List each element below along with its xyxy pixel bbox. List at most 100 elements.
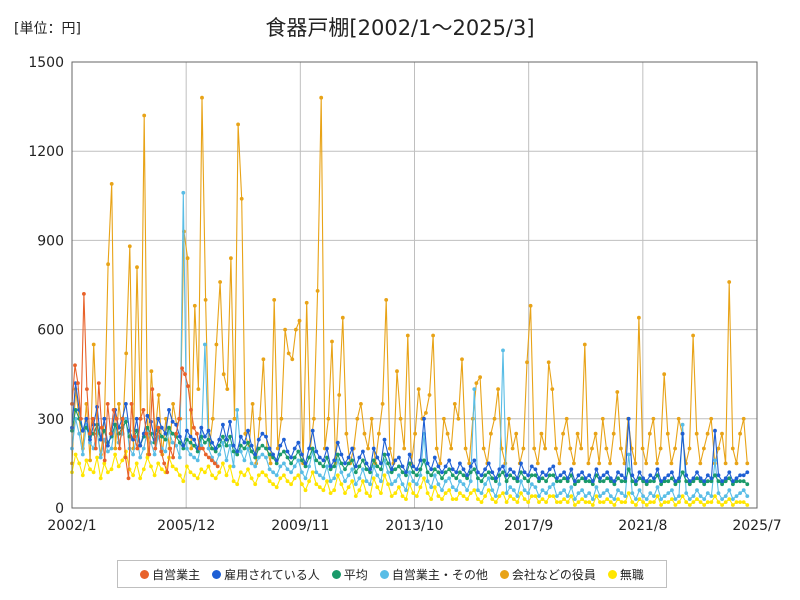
data-point <box>623 500 628 504</box>
data-point <box>203 298 208 302</box>
data-point <box>156 425 161 430</box>
data-point <box>497 494 502 498</box>
data-point <box>393 479 398 484</box>
data-point <box>698 494 703 498</box>
data-point <box>633 461 638 466</box>
data-point <box>662 476 667 481</box>
data-point <box>463 446 468 451</box>
data-point <box>576 500 581 504</box>
data-point <box>533 467 538 472</box>
data-point <box>246 428 250 433</box>
data-point <box>731 497 735 501</box>
data-point <box>307 479 311 484</box>
data-point <box>88 437 92 442</box>
data-point <box>619 491 624 495</box>
data-point <box>472 458 477 463</box>
data-point <box>113 452 117 457</box>
data-point <box>702 482 707 487</box>
data-point <box>195 449 200 454</box>
data-point <box>174 467 179 472</box>
data-point <box>217 437 222 442</box>
data-point <box>260 443 265 448</box>
data-point <box>698 461 703 466</box>
data-point <box>272 298 277 302</box>
legend-item: 平均 <box>331 566 368 583</box>
data-point <box>695 476 699 481</box>
data-point <box>568 446 573 451</box>
data-point <box>400 464 405 469</box>
data-point <box>199 467 204 472</box>
data-point <box>424 411 428 415</box>
data-point <box>170 419 175 424</box>
data-point <box>73 363 77 368</box>
data-point <box>382 473 387 478</box>
data-point <box>317 455 322 460</box>
data-point <box>371 476 376 481</box>
data-point <box>332 458 337 463</box>
data-point <box>490 497 495 501</box>
data-point <box>569 485 574 490</box>
data-point <box>550 387 555 391</box>
data-point <box>142 113 147 118</box>
data-point <box>375 464 380 469</box>
data-point <box>673 503 678 507</box>
data-point <box>310 446 315 451</box>
data-point <box>124 419 128 424</box>
data-point <box>152 452 157 457</box>
data-point <box>217 470 222 475</box>
data-point <box>544 491 548 495</box>
data-point <box>177 473 182 478</box>
data-point <box>368 467 372 472</box>
data-point <box>611 431 616 436</box>
data-point <box>665 431 670 436</box>
data-point <box>188 470 193 475</box>
data-point <box>256 446 261 451</box>
data-point <box>490 488 495 493</box>
data-point <box>343 479 347 484</box>
data-point <box>232 416 237 421</box>
data-point <box>626 452 631 457</box>
data-point <box>522 470 527 475</box>
data-point <box>397 473 401 478</box>
data-point <box>79 416 83 421</box>
data-point <box>666 491 671 495</box>
data-point <box>218 280 223 284</box>
data-point <box>637 488 642 493</box>
data-point <box>486 476 491 481</box>
data-point <box>186 384 190 388</box>
data-point <box>91 470 96 475</box>
data-point <box>185 464 189 469</box>
data-point <box>551 494 556 498</box>
data-point <box>267 479 272 484</box>
data-point <box>637 476 642 481</box>
series-line <box>71 293 219 479</box>
data-point <box>429 497 434 501</box>
data-point <box>382 452 387 457</box>
data-point <box>195 458 200 463</box>
data-point <box>547 485 552 490</box>
data-point <box>203 342 207 347</box>
data-point <box>215 464 220 469</box>
data-point <box>332 464 337 469</box>
data-point <box>296 473 301 478</box>
data-point <box>705 473 710 478</box>
data-point <box>292 476 297 481</box>
data-point <box>616 476 620 481</box>
data-point <box>127 244 132 249</box>
data-point <box>325 455 329 460</box>
data-point <box>479 479 484 484</box>
data-point <box>483 467 487 472</box>
data-point <box>680 422 685 427</box>
data-point <box>229 256 233 261</box>
data-point <box>296 440 301 445</box>
data-point <box>684 491 689 495</box>
data-point <box>608 479 613 484</box>
data-point <box>525 360 529 365</box>
data-point <box>493 500 498 504</box>
data-point <box>411 464 416 469</box>
data-point <box>440 497 444 501</box>
data-point <box>676 416 681 421</box>
data-point <box>379 461 383 466</box>
y-tick-label: 300 <box>37 412 64 428</box>
data-point <box>461 473 466 478</box>
